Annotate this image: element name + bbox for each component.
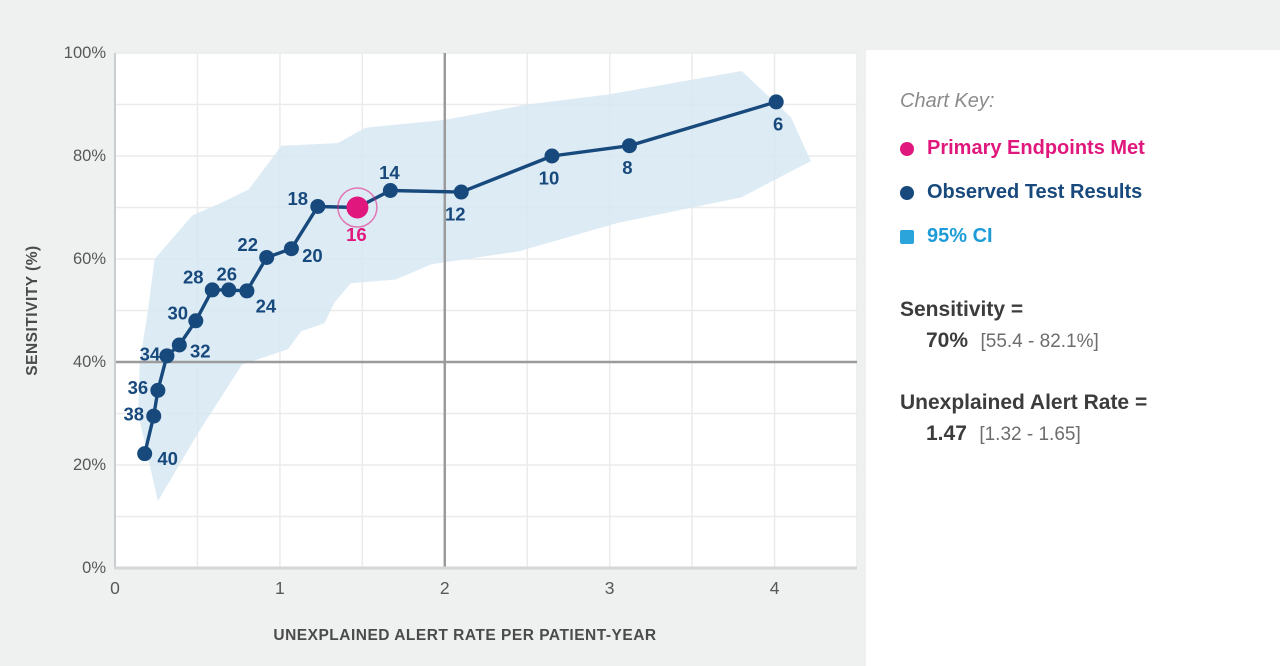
alert-rate-stat: Unexplained Alert Rate = 1.47 [1.32 - 1.… <box>900 391 1252 446</box>
y-tick-label: 100% <box>64 44 107 62</box>
data-point <box>768 94 784 110</box>
legend-item-primary-endpoints-met: Primary Endpoints Met <box>900 137 1252 160</box>
data-point <box>204 282 220 298</box>
primary-endpoint-point <box>346 196 369 219</box>
data-point <box>150 382 166 398</box>
data-point-label: 12 <box>445 204 466 225</box>
legend-item-95-ci: 95% CI <box>900 225 1252 248</box>
alert-rate-value: 1.47 <box>926 422 967 445</box>
y-tick-label: 20% <box>73 456 106 474</box>
legend-label: Primary Endpoints Met <box>927 137 1145 159</box>
x-tick-label: 1 <box>275 578 285 598</box>
data-point-label: 26 <box>216 263 237 284</box>
data-point <box>146 408 162 424</box>
data-point-label: 22 <box>237 234 258 255</box>
data-point <box>239 283 255 299</box>
data-point <box>310 198 326 214</box>
data-point-label: 18 <box>288 188 309 209</box>
y-axis-title: SENSITIVITY (%) <box>24 245 41 375</box>
data-point-label: 24 <box>256 295 277 316</box>
alert-rate-ci-range: [1.32 - 1.65] <box>979 424 1081 445</box>
sensitivity-stat: Sensitivity = 70% [55.4 - 82.1%] <box>900 298 1252 353</box>
data-point <box>382 183 398 199</box>
data-point-label: 14 <box>379 162 400 183</box>
observed-results-marker-icon <box>900 185 914 200</box>
data-point-label: 40 <box>157 448 178 469</box>
y-tick-label: 40% <box>73 353 106 371</box>
alert-rate-stat-line: 1.47 [1.32 - 1.65] <box>900 422 1252 446</box>
data-point <box>453 184 469 200</box>
primary-endpoints-marker-icon <box>900 141 914 156</box>
data-point <box>283 241 299 257</box>
data-point <box>171 337 187 353</box>
data-point-label: 34 <box>140 343 161 364</box>
alert-rate-stat-title: Unexplained Alert Rate = <box>900 391 1148 414</box>
data-point-label: 6 <box>773 113 783 134</box>
x-tick-label: 0 <box>110 578 120 598</box>
chart-key-panel: Chart Key: Primary Endpoints Met Observe… <box>866 50 1280 666</box>
sensitivity-chart: 68101214161820222426283032343638400%20%4… <box>24 44 858 644</box>
ci-marker-icon <box>900 229 914 244</box>
x-axis-title: UNEXPLAINED ALERT RATE PER PATIENT-YEAR <box>273 627 656 644</box>
data-point-label: 38 <box>123 404 144 425</box>
data-point-label: 20 <box>302 245 323 266</box>
data-point <box>221 282 237 298</box>
y-tick-label: 0% <box>82 559 106 577</box>
data-point <box>137 446 153 462</box>
data-point <box>544 148 560 164</box>
data-point-label: 16 <box>346 224 367 245</box>
highlight-ring <box>337 187 378 228</box>
legend-item-observed-test-results: Observed Test Results <box>900 181 1252 204</box>
legend-label: Observed Test Results <box>927 181 1143 203</box>
y-tick-label: 80% <box>73 147 106 165</box>
x-tick-label: 3 <box>605 578 615 598</box>
y-tick-label: 60% <box>73 250 106 268</box>
x-tick-label: 4 <box>770 578 780 598</box>
data-point-label: 28 <box>183 266 204 287</box>
sensitivity-stat-line: 70% [55.4 - 82.1%] <box>900 329 1252 353</box>
data-point-label: 30 <box>168 302 189 323</box>
x-tick-label: 2 <box>440 578 450 598</box>
data-point <box>188 313 204 329</box>
data-point-label: 10 <box>539 168 560 189</box>
data-point-label: 32 <box>190 341 211 362</box>
data-point <box>159 348 175 364</box>
chart-key-title: Chart Key: <box>900 90 995 112</box>
data-point-label: 36 <box>128 377 149 398</box>
data-point-label: 8 <box>622 157 632 178</box>
sensitivity-ci-range: [55.4 - 82.1%] <box>980 331 1099 352</box>
sensitivity-value: 70% <box>926 329 969 352</box>
ci-band <box>138 71 811 502</box>
legend-label: 95% CI <box>927 225 993 247</box>
legend: Primary Endpoints Met Observed Test Resu… <box>900 137 1252 248</box>
data-point <box>259 249 275 265</box>
data-point <box>621 138 637 154</box>
sensitivity-stat-title: Sensitivity = <box>900 298 1024 321</box>
